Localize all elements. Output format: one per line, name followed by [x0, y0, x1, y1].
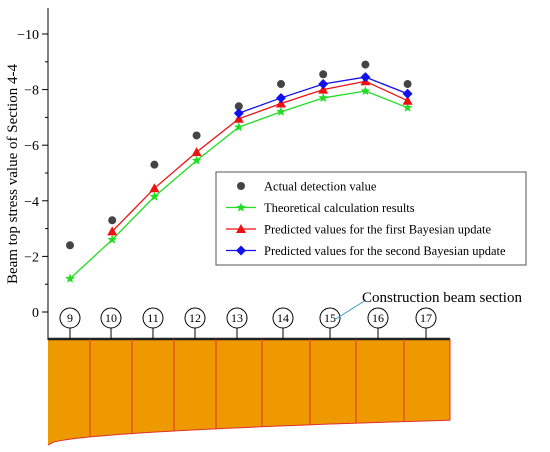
data-point	[66, 241, 74, 250]
series-1	[66, 60, 412, 250]
data-point	[318, 84, 329, 94]
annotation-label: Construction beam section	[362, 290, 522, 306]
section-circle	[59, 307, 81, 329]
series-2	[65, 85, 413, 283]
section-number: 11	[147, 311, 159, 325]
data-point	[360, 85, 371, 96]
y-tick-label: −6	[24, 139, 39, 154]
data-point	[277, 80, 285, 89]
legend-label: Predicted values for the second Bayesian…	[264, 244, 506, 258]
data-point	[237, 182, 245, 190]
data-point	[107, 234, 117, 244]
section-number: 14	[277, 311, 289, 325]
section-number: 15	[324, 311, 336, 325]
beam-body	[48, 339, 450, 445]
section-number: 16	[372, 311, 384, 325]
series-line	[111, 80, 408, 232]
data-point	[402, 95, 413, 105]
section-circle	[100, 307, 122, 329]
data-point	[402, 88, 413, 99]
section-circle	[184, 307, 206, 329]
data-point	[236, 245, 246, 256]
data-point	[108, 216, 117, 225]
data-point	[233, 108, 244, 119]
data-point	[234, 102, 243, 111]
data-point	[107, 226, 118, 236]
legend: Actual detection value Theoretical calcul…	[215, 171, 527, 266]
series-4	[233, 72, 413, 119]
y-tick-label: −2	[24, 250, 39, 265]
data-point	[360, 72, 371, 83]
section-circle	[142, 307, 164, 329]
data-point	[192, 131, 201, 140]
data-point	[236, 224, 246, 233]
section-circle	[415, 307, 437, 329]
section-number: 9	[67, 311, 73, 325]
section-circle	[367, 307, 389, 329]
data-point	[149, 191, 160, 201]
legend-label: Theoretical calculation results	[264, 201, 415, 215]
data-point	[276, 92, 286, 103]
data-point	[233, 113, 244, 123]
section-number: 12	[189, 311, 201, 325]
data-point	[361, 60, 370, 69]
legend-box	[215, 171, 527, 266]
annotation-leader	[333, 299, 367, 321]
data-point	[318, 92, 328, 102]
beam-bottom-edge	[47, 419, 451, 446]
y-tick-label: −10	[17, 28, 39, 43]
y-tick-label: −4	[24, 195, 39, 210]
legend-label: Actual detection value	[264, 180, 377, 194]
data-point	[236, 202, 246, 212]
data-point	[150, 160, 159, 169]
section-circle	[272, 307, 294, 329]
construction-beam	[47, 337, 451, 446]
y-axis-title: Beam top stress value of Section 4-4	[5, 64, 21, 284]
section-circle	[226, 307, 248, 329]
y-ticks: −10 −8 −6 −4 −2 0	[17, 28, 48, 321]
series-3	[107, 76, 413, 236]
legend-label: Predicted values for the first Bayesian …	[264, 223, 491, 237]
section-number: 17	[420, 311, 432, 325]
data-point	[191, 155, 202, 165]
beam-section-markers: 9 10 11 12 13 14 15 16 17	[59, 307, 437, 339]
data-point	[402, 102, 413, 112]
data-point	[318, 79, 329, 90]
y-tick-label: −8	[24, 84, 39, 99]
series-layer	[65, 60, 413, 283]
data-point	[276, 106, 286, 116]
data-point	[191, 147, 202, 157]
data-point	[149, 183, 160, 193]
data-point	[234, 122, 244, 132]
y-tick-label: 0	[32, 306, 39, 321]
data-point	[276, 98, 286, 108]
data-point	[319, 70, 328, 79]
data-point	[403, 80, 412, 89]
section-circle	[319, 307, 341, 329]
data-point	[65, 273, 75, 283]
section-number: 13	[231, 311, 243, 325]
section-number: 10	[105, 311, 117, 325]
